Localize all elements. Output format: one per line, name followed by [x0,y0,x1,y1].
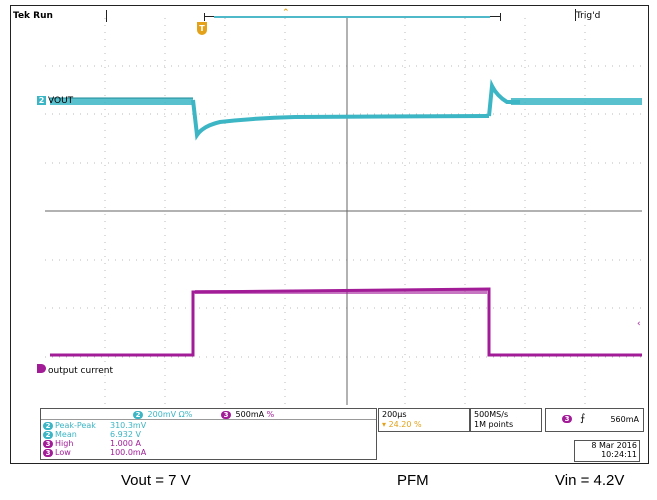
record-end-tick [500,13,501,21]
time-per-div: 200μs [382,410,407,419]
caption-vout: Vout = 7 V [121,472,191,489]
ch2-label: 2 VOUT [37,96,73,106]
caption-vin: Vin = 4.2V [555,472,625,489]
rising-edge-icon: ⨍ [580,413,586,424]
record-view-window [214,16,490,18]
status-bar: Tek Run Trig'd [11,6,648,24]
caption-mode: PFM [397,472,429,489]
ch3-scale-group[interactable]: 3 500mA % [221,410,274,419]
datetime-readout: 8 Mar 2016 10:24:11 [574,440,640,462]
run-status: Tek Run [13,11,53,21]
trigger-status: Trig'd [576,11,601,21]
measurement-row: 3 High 1.000 A [43,439,141,448]
date: 8 Mar 2016 [591,441,637,450]
trigger-level-marker-icon: ‹ [637,319,641,329]
timebase-readout[interactable]: 200μs ▾ 24.20 % [378,408,470,432]
ch2-scale-group[interactable]: 2 200mV Ω% [133,410,192,419]
trigger-level: 560mA [610,415,639,424]
acquisition-readout[interactable]: 500MS/s 1M points [470,408,542,432]
waveform-graticule [45,18,642,405]
trigger-readout[interactable]: 3 ⨍ 560mA [545,408,644,432]
top-divider [106,10,107,22]
trigger-time-marker-icon[interactable]: T [197,22,207,35]
measurement-row: 3 Low 100.0mA [43,448,146,457]
scope-screen: Tek Run Trig'd ⌃ T [10,5,649,464]
vout-trace [50,78,642,141]
trigger-point-icon: ⌃ [282,8,290,18]
trigger-position-icon: ▾ [382,420,387,429]
record-view-bar [204,13,501,22]
current-trace [50,287,642,357]
ch2-marker-icon[interactable]: 2 [37,96,46,105]
measurement-row: 2 Peak-Peak 310.3mV [43,421,146,430]
trigger-position: ▾ 24.20 % [382,420,422,429]
ch2-name: VOUT [48,96,74,106]
measurement-panel: 2 200mV Ω% 3 500mA % 2 Peak-Peak 310.3mV 2… [40,408,377,460]
ch3-name: output current [48,366,114,376]
channel-scale-header: 2 200mV Ω% 3 500mA % [41,409,376,420]
sample-rate: 500MS/s [474,410,509,419]
trigger-source: 3 [562,415,572,423]
trig-divider [575,9,576,21]
record-length: 1M points [474,420,514,429]
ch3-label: output current [37,364,113,376]
measurement-row: 2 Mean 6.932 V [43,430,141,439]
ch3-marker-icon[interactable] [37,364,46,373]
time: 10:24:11 [601,450,637,459]
record-start-tick [204,13,205,21]
